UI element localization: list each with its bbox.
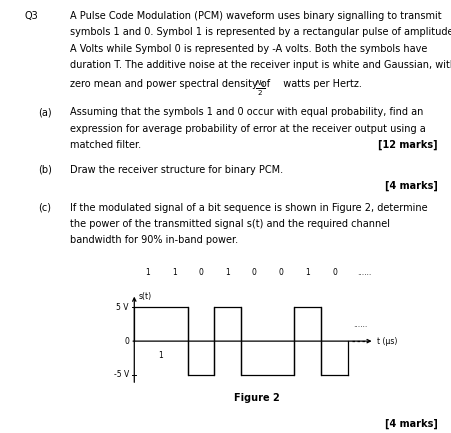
Text: (c): (c) [38,203,51,213]
Text: 0: 0 [252,268,257,277]
Text: [4 marks]: [4 marks] [385,181,437,191]
Text: bandwidth for 90% in-band power.: bandwidth for 90% in-band power. [70,236,238,246]
Text: s(t): s(t) [138,292,152,301]
Text: zero mean and power spectral density of: zero mean and power spectral density of [70,79,273,89]
Text: 1: 1 [226,268,230,277]
Text: 1: 1 [172,268,177,277]
Text: Assuming that the symbols 1 and 0 occur with equal probability, find an: Assuming that the symbols 1 and 0 occur … [70,107,423,117]
Text: 5 V: 5 V [116,303,129,312]
Text: [4 marks]: [4 marks] [385,418,437,429]
Text: [12 marks]: [12 marks] [378,140,437,150]
Text: (a): (a) [38,107,52,117]
Text: (b): (b) [38,165,52,174]
Text: expression for average probability of error at the receiver output using a: expression for average probability of er… [70,123,426,133]
Text: 0: 0 [279,268,284,277]
Text: watts per Hertz.: watts per Hertz. [277,79,362,89]
Text: $\frac{N_0}{2}$: $\frac{N_0}{2}$ [255,78,266,97]
Text: Figure 2: Figure 2 [234,393,280,403]
Text: Q3: Q3 [25,11,38,21]
Text: t (μs): t (μs) [377,336,398,346]
Text: Draw the receiver structure for binary PCM.: Draw the receiver structure for binary P… [70,165,283,174]
Text: 0: 0 [198,268,203,277]
Text: 0: 0 [124,336,129,346]
Text: -5 V: -5 V [114,371,129,379]
Text: ......: ...... [353,320,367,329]
Text: A Pulse Code Modulation (PCM) waveform uses binary signalling to transmit: A Pulse Code Modulation (PCM) waveform u… [70,11,442,21]
Text: If the modulated signal of a bit sequence is shown in Figure 2, determine: If the modulated signal of a bit sequenc… [70,203,428,213]
Text: 1: 1 [145,268,150,277]
Text: matched filter.: matched filter. [70,140,141,150]
Text: 1: 1 [159,351,163,360]
Text: 1: 1 [305,268,310,277]
Text: duration T. The additive noise at the receiver input is white and Gaussian, with: duration T. The additive noise at the re… [70,60,451,70]
Text: the power of the transmitted signal s(t) and the required channel: the power of the transmitted signal s(t)… [70,219,390,229]
Text: symbols 1 and 0. Symbol 1 is represented by a rectangular pulse of amplitude: symbols 1 and 0. Symbol 1 is represented… [70,27,451,37]
Text: 0: 0 [332,268,337,277]
Text: ......: ...... [357,268,371,277]
Text: A Volts while Symbol 0 is represented by -A volts. Both the symbols have: A Volts while Symbol 0 is represented by… [70,44,427,54]
